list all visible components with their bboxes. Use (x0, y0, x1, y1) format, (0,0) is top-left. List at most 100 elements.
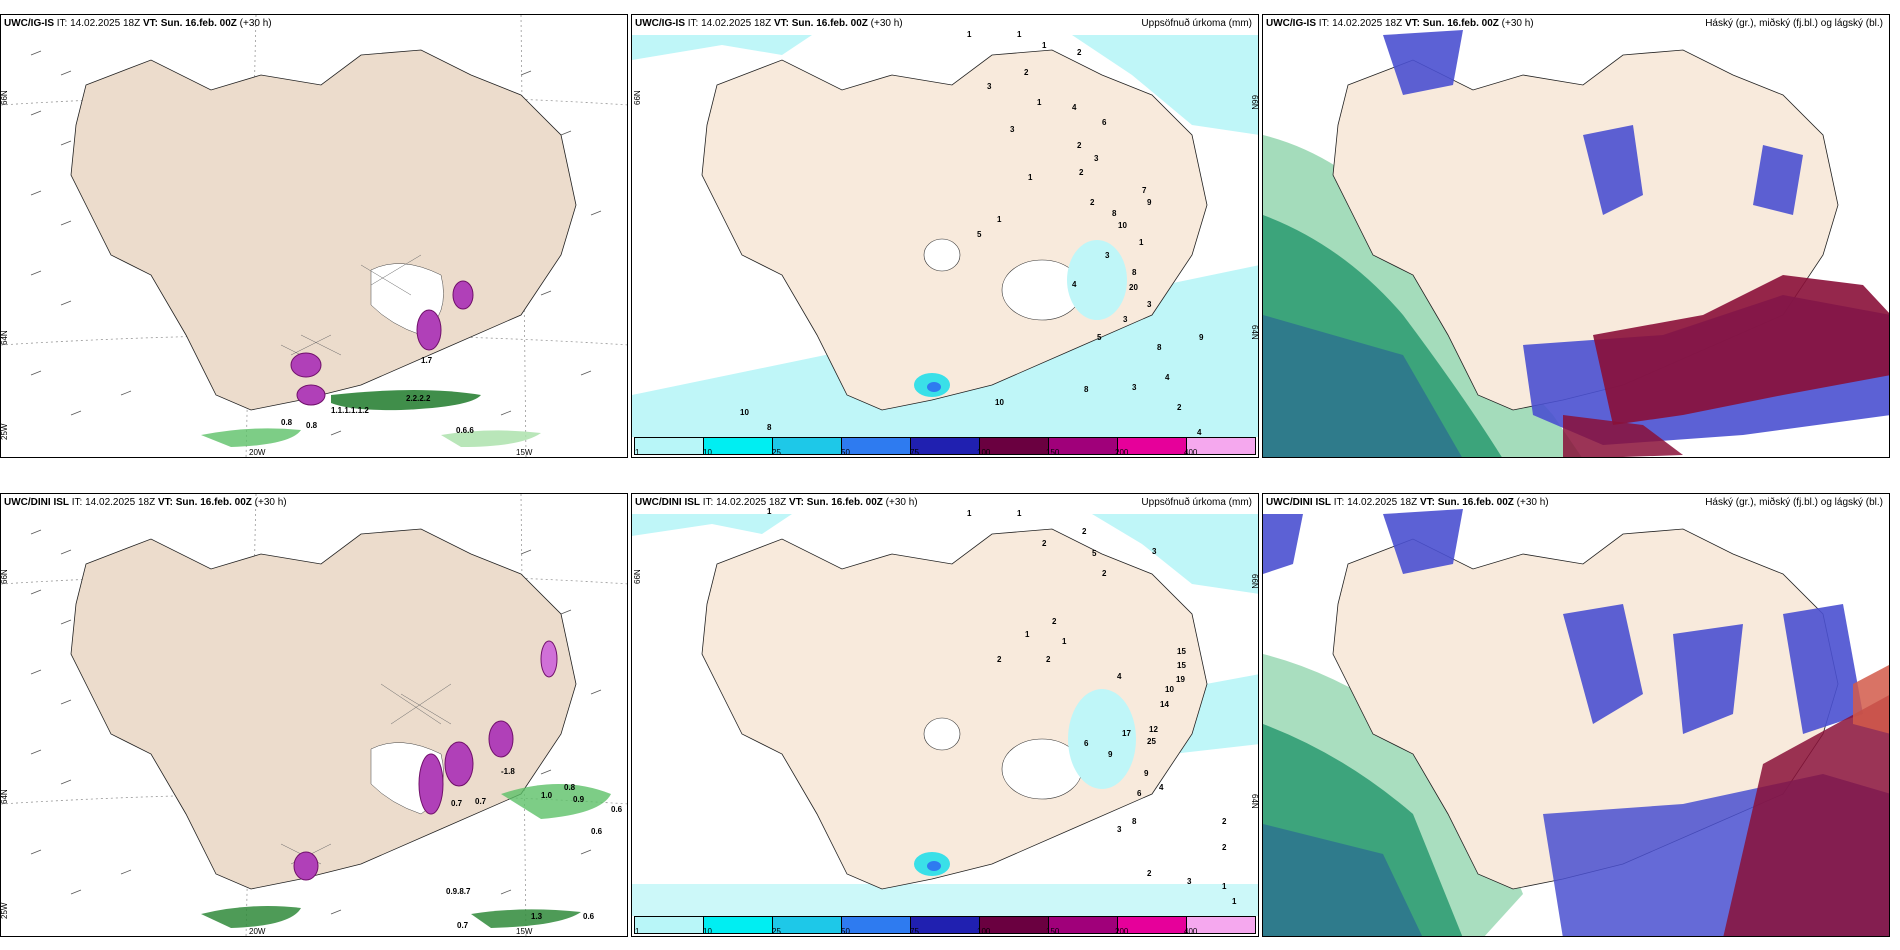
scale-swatch (1049, 917, 1118, 933)
scale-tick: 25 (772, 927, 781, 936)
precip-value: 2 (1042, 539, 1047, 548)
precip-value: 10 (740, 408, 749, 417)
precip-value: 1 (1139, 238, 1144, 247)
scale-tick: 400 (1184, 448, 1198, 457)
scale-swatch (911, 917, 980, 933)
lead-time: (+30 h) (239, 18, 272, 29)
it-time: 14.02.2025 18Z (1332, 18, 1403, 29)
lat-label: 64N (1250, 325, 1259, 340)
lon-label: 15W (516, 448, 533, 457)
precip-value: 4 (1197, 428, 1202, 437)
panel-title: UWC/IG-IS IT: 14.02.2025 18Z VT: Sun. 16… (635, 18, 903, 29)
ig-cloud-map (1263, 15, 1889, 457)
scale-swatch (980, 438, 1049, 454)
lat-label: 25W (1, 423, 9, 440)
precip-value: 5 (1097, 333, 1102, 342)
lon-label: 15W (516, 927, 533, 936)
precip-value: 1 (1017, 509, 1022, 518)
precip-value: 1 (1028, 173, 1033, 182)
scale-tick: 75 (910, 927, 919, 936)
precip-value: 1 (1017, 30, 1022, 39)
precip-value: 9 (1199, 333, 1204, 342)
scale-tick: 100 (977, 448, 991, 457)
model-name: UWC/DINI ISL (635, 497, 700, 508)
precip-value: 4 (1072, 103, 1077, 112)
wind-value: 1.7 (421, 356, 433, 365)
precip-value: 1 (1232, 897, 1237, 906)
wind-value: 0.8 (564, 783, 576, 792)
precip-value: 8 (1132, 817, 1137, 826)
iceland-landmass (701, 49, 1208, 411)
precip-value: 3 (1094, 154, 1099, 163)
wind-value: 0.6 (591, 827, 603, 836)
ig-precip-panel[interactable]: 66N 66N 64N 1 1 1 2 3 2 1 4 6 2 3 3 2 7 9 8 10 1 1 2 1 5 3 8 20 4… (631, 14, 1259, 458)
precip-value: 4 (1117, 672, 1122, 681)
lat-label: 64N (1250, 794, 1259, 809)
precip-value: 4 (1165, 373, 1170, 382)
wind-value: 1.3 (531, 912, 543, 921)
lat-label: 64N (1, 789, 9, 804)
scale-swatch (635, 917, 704, 933)
precip-value: 2 (1052, 617, 1057, 626)
ig-wind-panel[interactable]: 66N 64N 25W 20W 15W 0.8 0.8 1.1.1.1.1.2 … (0, 14, 628, 458)
scale-tick: 75 (910, 448, 919, 457)
dini-precip-panel[interactable]: 66N 66N 64N 1 1 1 2 2 5 3 2 1 2 2 1 2 4 15 15 19 10 14 12 17… (631, 493, 1259, 937)
precip-value: 4 (1072, 280, 1077, 289)
scale-swatch (773, 917, 842, 933)
vt-label: VT: (142, 18, 158, 29)
precip-value: 3 (1010, 125, 1015, 134)
scale-tick: 200 (1115, 927, 1129, 936)
precip-value: 1 (767, 507, 772, 516)
ig-wind-map: 66N 64N 25W 20W 15W 0.8 0.8 1.1.1.1.1.2 … (1, 15, 627, 457)
dini-cloud-panel[interactable]: UWC/DINI ISL IT: 14.02.2025 18Z VT: Sun.… (1262, 493, 1890, 937)
scale-swatch (842, 438, 911, 454)
vt-time: Sun. 16.feb. 00Z (160, 18, 237, 29)
scale-tick: 150 (1046, 927, 1060, 936)
precip-value: 2 (1222, 817, 1227, 826)
precip-value: 5 (977, 230, 982, 239)
scale-swatch (1118, 917, 1187, 933)
scale-swatch (704, 438, 773, 454)
vt-time: Sun. 16.feb. 00Z (791, 18, 868, 29)
wind-value: 0.6 (583, 912, 595, 921)
precip-value: 3 (1105, 251, 1110, 260)
vt-label: VT: (1404, 18, 1420, 29)
wind-value: 0.8 (281, 418, 293, 427)
scale-labels: 1 10 25 50 75 100 150 200 400 (634, 448, 1256, 457)
wind-value: 0.7 (457, 921, 469, 930)
field-title: Háský (gr.), miðský (fj.bl.) og lágský (… (1705, 497, 1883, 508)
precip-value: 1 (1062, 637, 1067, 646)
scale-tick: 200 (1115, 448, 1129, 457)
scale-tick: 50 (841, 927, 850, 936)
wind-value: 1.1.1.1.1.2 (331, 406, 369, 415)
lead-time: (+30 h) (1516, 497, 1549, 508)
precip-value: 1 (997, 215, 1002, 224)
dini-wind-panel[interactable]: 66N 64N 25W 20W 15W 1.0 0.8 0.9 0.6 0.6 … (0, 493, 628, 937)
precip-value: 3 (987, 82, 992, 91)
lead-time: (+30 h) (254, 497, 287, 508)
precip-value: 2 (1079, 168, 1084, 177)
scale-tick: 50 (841, 448, 850, 457)
it-time: 14.02.2025 18Z (1347, 497, 1418, 508)
scale-labels: 1 10 25 50 75 100 150 200 400 (634, 927, 1256, 936)
iceland-landmass (701, 528, 1208, 890)
model-name: UWC/IG-IS (4, 18, 54, 29)
field-title: Uppsöfnuð úrkoma (mm) (1141, 497, 1252, 508)
precip-value: 2 (1222, 843, 1227, 852)
it-time: 14.02.2025 18Z (716, 497, 787, 508)
scale-tick: 25 (772, 448, 781, 457)
vt-label: VT: (1419, 497, 1435, 508)
model-name: UWC/DINI ISL (1266, 497, 1331, 508)
precip-value: 6 (1084, 739, 1089, 748)
it-time: 14.02.2025 18Z (70, 18, 141, 29)
model-name: UWC/IG-IS (635, 18, 685, 29)
ig-cloud-panel[interactable]: UWC/IG-IS IT: 14.02.2025 18Z VT: Sun. 16… (1262, 14, 1890, 458)
precip-value: 14 (1160, 700, 1169, 709)
precip-value: 8 (1157, 343, 1162, 352)
precip-value: 2 (1077, 141, 1082, 150)
scale-swatch (842, 917, 911, 933)
scale-tick: 100 (977, 927, 991, 936)
precip-value: 20 (1129, 283, 1138, 292)
iceland-landmass (70, 49, 577, 411)
